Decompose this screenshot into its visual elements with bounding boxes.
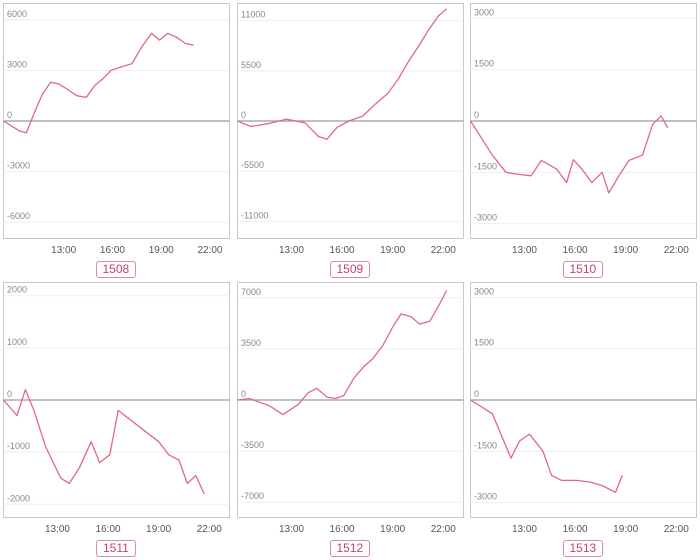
series-line xyxy=(3,32,194,134)
y-tick-label: 2000 xyxy=(7,285,27,295)
y-tick-label: -1500 xyxy=(474,440,497,450)
line-chart-1510: 3000 1500 0 -1500 -3000 13:00 16:00 19:00 22:00 xyxy=(469,3,697,256)
y-tick-label: -3000 xyxy=(474,492,497,502)
x-tick-label: 16:00 xyxy=(96,524,121,535)
x-tick-label: 19:00 xyxy=(146,524,171,535)
x-tick-label: 22:00 xyxy=(197,524,222,535)
line-chart-1511: 2000 1000 0 -1000 -2000 13:00 16:00 19:00 22:00 xyxy=(3,282,230,535)
y-tick-label: -2000 xyxy=(7,493,30,503)
chart-panel-1509: 11000 5500 0 -5500 -11000 13:00 16:00 19:00 22:0… xyxy=(237,3,464,281)
y-tick-label: -5500 xyxy=(241,160,264,170)
x-tick-label: 19:00 xyxy=(380,245,405,256)
x-tick-label: 13:00 xyxy=(45,524,70,535)
y-tick-label: -1500 xyxy=(474,161,497,171)
line-chart-1512: 7000 3500 0 -3500 -7000 13:00 16:00 19:00 22:00 xyxy=(237,282,464,535)
y-tick-label: -3000 xyxy=(474,213,497,223)
y-tick-label: -3500 xyxy=(241,440,264,450)
line-chart-1509: 11000 5500 0 -5500 -11000 13:00 16:00 19:00 22:0… xyxy=(237,3,464,256)
series-line xyxy=(3,388,205,495)
y-tick-label: 3000 xyxy=(474,7,494,17)
series-line xyxy=(470,399,623,494)
x-tick-label: 13:00 xyxy=(512,524,537,535)
series-line xyxy=(469,115,669,194)
y-tick-label: 0 xyxy=(7,389,12,399)
contract-label-badge: 1513 xyxy=(562,540,604,557)
y-tick-label: 0 xyxy=(241,110,246,120)
contract-label-badge: 1508 xyxy=(95,261,137,278)
contract-label-badge: 1509 xyxy=(329,261,371,278)
y-tick-label: 6000 xyxy=(7,9,27,19)
y-tick-label: 0 xyxy=(7,110,12,120)
contract-label-badge: 1511 xyxy=(96,540,136,557)
x-tick-label: 13:00 xyxy=(279,524,304,535)
x-tick-label: 22:00 xyxy=(664,524,689,535)
y-tick-label: -7000 xyxy=(241,491,264,501)
x-tick-label: 22:00 xyxy=(664,245,689,256)
contract-label-badge: 1512 xyxy=(329,540,371,557)
chart-panel-1510: 3000 1500 0 -1500 -3000 13:00 16:00 19:00 22:00 1… xyxy=(469,3,697,281)
x-tick-label: 13:00 xyxy=(51,245,76,256)
x-tick-label: 19:00 xyxy=(613,524,638,535)
y-tick-label: 1000 xyxy=(7,337,27,347)
y-tick-label: 11000 xyxy=(241,10,265,20)
y-tick-label: 3000 xyxy=(7,59,27,69)
x-tick-label: 19:00 xyxy=(149,245,174,256)
y-tick-label: -11000 xyxy=(241,210,268,220)
y-tick-label: 3000 xyxy=(474,286,494,296)
line-chart-1508: 6000 3000 0 -3000 -6000 13:00 16:00 19:00 22:00 xyxy=(3,3,230,256)
x-tick-label: 22:00 xyxy=(197,245,222,256)
y-tick-label: 0 xyxy=(474,110,479,120)
y-tick-label: 1500 xyxy=(474,59,494,69)
x-tick-label: 16:00 xyxy=(330,524,355,535)
x-tick-label: 16:00 xyxy=(100,245,125,256)
x-tick-label: 22:00 xyxy=(431,524,456,535)
series-line xyxy=(237,290,448,416)
chart-panel-1508: 6000 3000 0 -3000 -6000 13:00 16:00 19:00 22:00 1… xyxy=(3,3,230,281)
x-tick-label: 16:00 xyxy=(563,245,588,256)
x-tick-label: 13:00 xyxy=(512,245,537,256)
chart-panel-1512: 7000 3500 0 -3500 -7000 13:00 16:00 19:00 22:00 1… xyxy=(237,282,464,560)
x-tick-label: 22:00 xyxy=(431,245,456,256)
y-tick-label: 1500 xyxy=(474,338,494,348)
series-line xyxy=(237,8,448,140)
y-tick-label: 0 xyxy=(474,389,479,399)
chart-panel-1511: 2000 1000 0 -1000 -2000 13:00 16:00 19:00 22:00 1… xyxy=(3,282,230,560)
x-tick-label: 16:00 xyxy=(563,524,588,535)
y-tick-label: 7000 xyxy=(241,287,261,297)
x-tick-label: 19:00 xyxy=(380,524,405,535)
y-tick-label: -6000 xyxy=(7,211,30,221)
chart-panel-1513: 3000 1500 0 -1500 -3000 13:00 16:00 19:00 22:00 1… xyxy=(470,282,697,560)
y-tick-label: -1000 xyxy=(7,441,30,451)
x-tick-label: 13:00 xyxy=(279,245,304,256)
y-tick-label: 0 xyxy=(241,389,246,399)
x-tick-label: 16:00 xyxy=(330,245,355,256)
contract-label-badge: 1510 xyxy=(562,261,604,278)
y-tick-label: 5500 xyxy=(241,60,261,70)
line-chart-1513: 3000 1500 0 -1500 -3000 13:00 16:00 19:00 22:00 xyxy=(470,282,697,535)
y-tick-label: 3500 xyxy=(241,338,261,348)
x-tick-label: 19:00 xyxy=(613,245,638,256)
y-tick-label: -3000 xyxy=(7,161,30,171)
